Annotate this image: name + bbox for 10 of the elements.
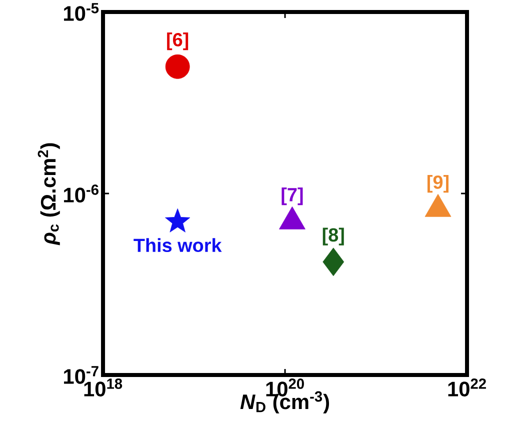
series-label: This work xyxy=(134,238,222,252)
y-tick-label: 10$^{-5}$ xyxy=(64,3,99,21)
series-label: [7] xyxy=(282,187,303,206)
series-label: [8] xyxy=(322,228,344,246)
series-label: [6] xyxy=(167,32,188,50)
series-label: [9] xyxy=(428,174,449,193)
y-axis-title: ρ$_{c}$ (Ω.cm$^{2}$) xyxy=(38,143,60,246)
x-tick-label: 10$^{22}$ xyxy=(448,378,486,396)
x-tick-label: 10$^{18}$ xyxy=(84,378,122,396)
y-tick-label: 10$^{-6}$ xyxy=(64,184,98,202)
